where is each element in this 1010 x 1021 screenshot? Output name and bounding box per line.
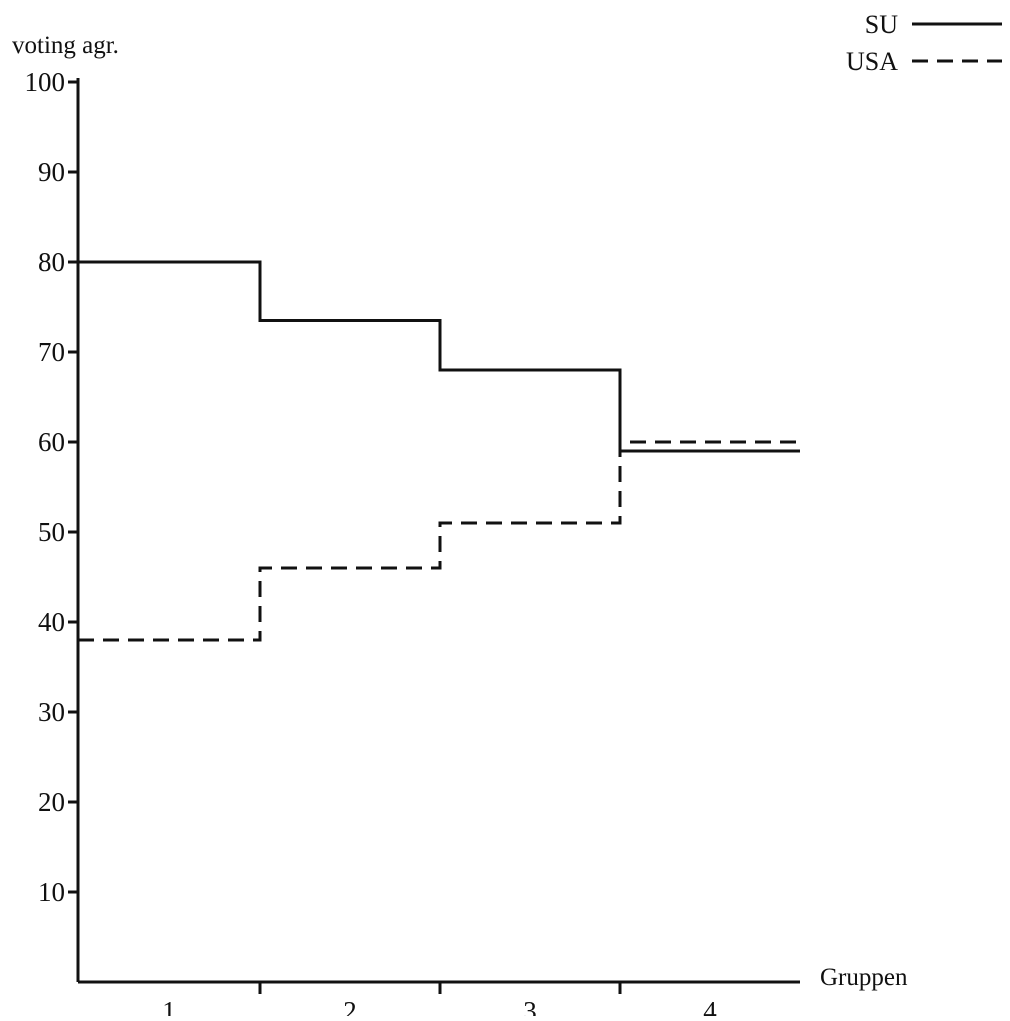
y-axis-title: voting agr. — [12, 32, 119, 59]
y-tick-label: 60 — [38, 427, 65, 457]
axes — [76, 78, 800, 984]
x-tick-label: 1 — [162, 996, 176, 1016]
y-tick-label: 40 — [38, 607, 65, 637]
y-tick-label: 70 — [38, 337, 65, 367]
y-tick-label: 50 — [38, 517, 65, 547]
y-tick-label: 80 — [38, 247, 65, 277]
x-tick-label: 2 — [343, 996, 357, 1016]
y-tick-label: 90 — [38, 157, 65, 187]
series-lines — [78, 260, 800, 642]
x-tick-label: 4 — [703, 996, 717, 1016]
y-tick-label: 10 — [38, 877, 65, 907]
legend: SU USA — [846, 10, 1002, 76]
y-tick-label: 100 — [25, 67, 66, 97]
y-tick-label: 30 — [38, 697, 65, 727]
x-axis-title: Gruppen — [820, 964, 908, 991]
series-line-usa — [78, 440, 800, 642]
legend-label-su: SU — [865, 10, 898, 39]
legend-label-usa: USA — [846, 47, 898, 76]
x-tick-label: 3 — [523, 996, 537, 1016]
series-line-su — [78, 260, 800, 453]
ticks: 10 20 30 40 50 60 70 80 90 100 1 2 3 4 — [25, 67, 718, 1021]
y-tick-label: 20 — [38, 787, 65, 817]
